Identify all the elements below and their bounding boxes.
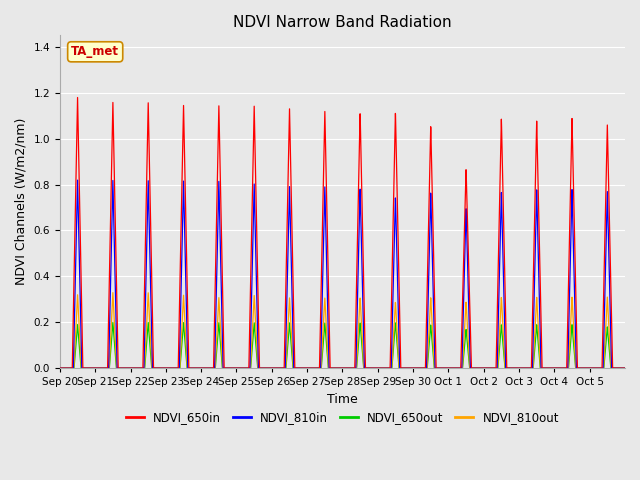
Y-axis label: NDVI Channels (W/m2/nm): NDVI Channels (W/m2/nm)	[15, 118, 28, 286]
Legend: NDVI_650in, NDVI_810in, NDVI_650out, NDVI_810out: NDVI_650in, NDVI_810in, NDVI_650out, NDV…	[121, 407, 564, 429]
Title: NDVI Narrow Band Radiation: NDVI Narrow Band Radiation	[233, 15, 452, 30]
Text: TA_met: TA_met	[71, 45, 119, 58]
X-axis label: Time: Time	[327, 393, 358, 406]
